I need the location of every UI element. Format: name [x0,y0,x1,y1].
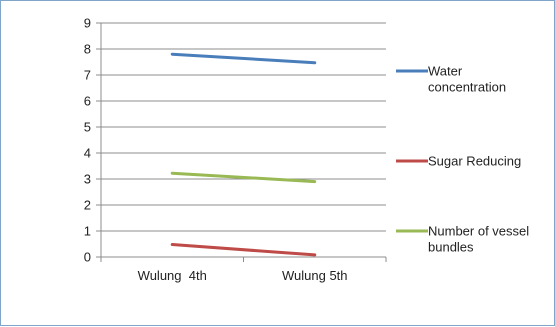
y-tick-labels: 0 1 2 3 4 5 6 7 8 9 [84,16,91,265]
y-tick-label: 5 [84,120,91,135]
y-tick-label: 1 [84,224,91,239]
series-line-0 [172,54,315,63]
legend-label: Sugar Reducing [428,154,521,169]
y-tick-label: 8 [84,42,91,57]
x-tick-label: Wulung 5th [282,268,348,283]
y-tick-label: 6 [84,94,91,109]
y-tick-label: 0 [84,250,91,265]
legend-label: concentration [428,80,506,95]
y-tick-label: 2 [84,198,91,213]
x-tick-label: Wulung 4th [138,268,207,283]
series-line-1 [172,245,315,255]
y-tick-label: 3 [84,172,91,187]
y-tick-label: 7 [84,68,91,83]
series-line-2 [172,173,315,181]
series-lines [172,54,315,255]
legend-label: Water [428,64,463,79]
y-tick-label: 9 [84,16,91,31]
y-tick-label: 4 [84,146,91,161]
x-tick-labels: Wulung 4th Wulung 5th [138,268,348,283]
gridlines [101,23,386,231]
legend-label: Number of vessel [428,224,529,239]
legend-label: bundles [428,240,474,255]
